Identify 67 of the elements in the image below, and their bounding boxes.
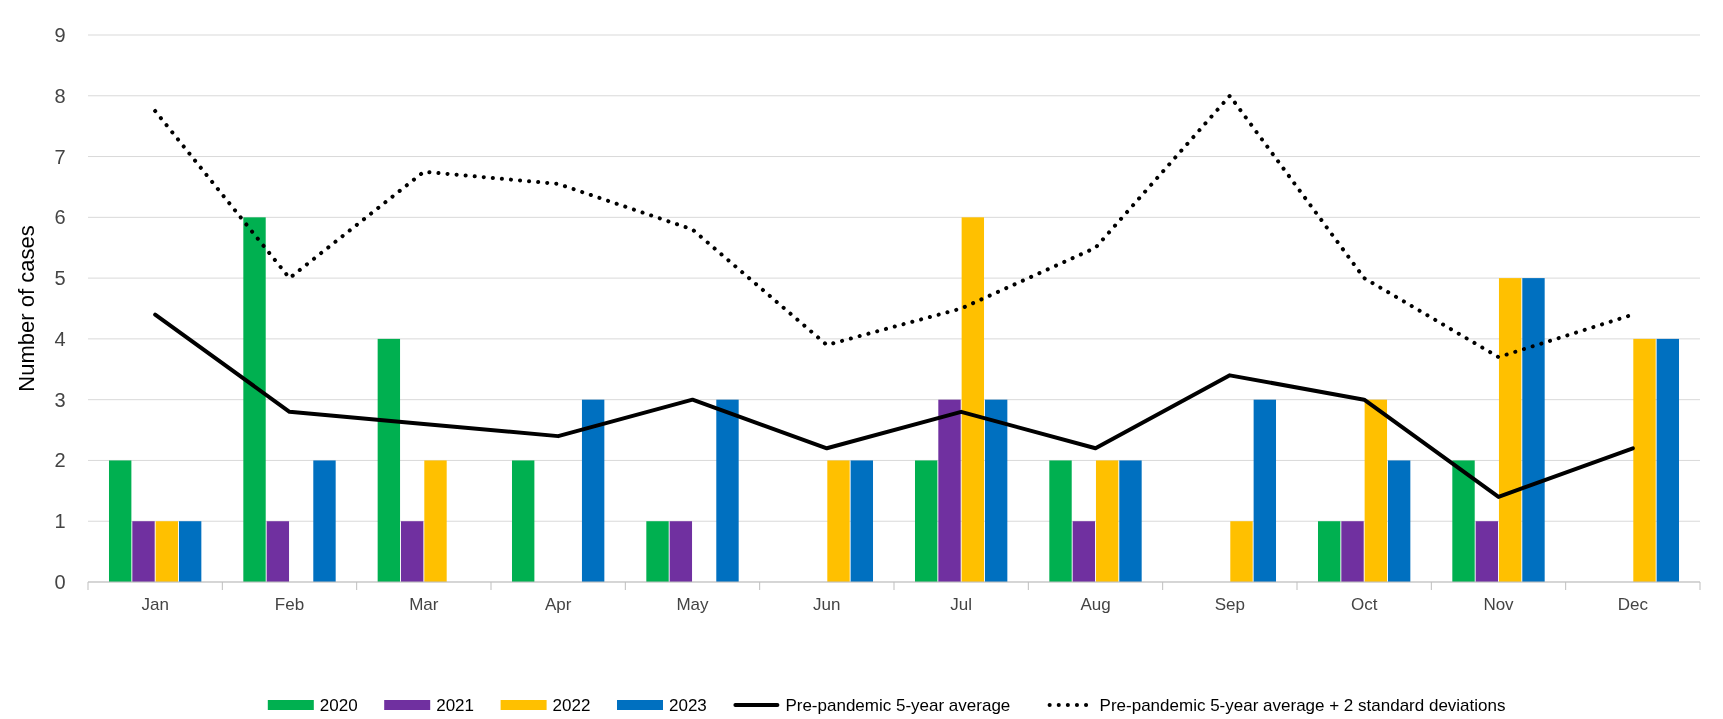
bar [1095, 460, 1119, 582]
bar [132, 521, 155, 582]
bar [581, 399, 605, 582]
y-tick-label: 2 [54, 449, 66, 472]
bar [1656, 338, 1680, 582]
y-axis-title: Number of cases [14, 225, 39, 392]
bar [1522, 278, 1545, 582]
bar [1498, 278, 1522, 582]
x-tick-label: Jun [813, 595, 841, 614]
bar [1364, 399, 1388, 582]
y-tick-label: 6 [54, 206, 66, 229]
bar [511, 460, 535, 582]
bar [938, 399, 961, 582]
x-tick-label: May [676, 595, 710, 614]
bar [1253, 399, 1277, 582]
bar [377, 338, 401, 582]
y-tick-label: 9 [54, 24, 66, 46]
bar [266, 521, 290, 582]
y-tick-label: 3 [54, 388, 66, 411]
y-tick-label: 0 [54, 571, 66, 593]
bar [1633, 338, 1656, 582]
x-tick-label: Sep [1214, 595, 1245, 614]
bar [827, 460, 850, 582]
bar [1475, 521, 1499, 582]
bar [961, 217, 985, 582]
bar [1317, 521, 1341, 582]
bar [1072, 521, 1096, 582]
line-series [153, 312, 1635, 499]
x-tick-label: Oct [1350, 595, 1378, 614]
bar [313, 460, 336, 582]
x-tick-label: Jan [141, 595, 169, 614]
x-tick-label: Dec [1617, 595, 1649, 614]
x-tick-label: Jul [950, 595, 973, 614]
x-tick-label: Nov [1483, 595, 1515, 614]
bar [400, 521, 424, 582]
bar [1230, 521, 1253, 582]
bar [1119, 460, 1142, 582]
x-tick-label: Feb [274, 595, 305, 614]
bar [716, 399, 739, 582]
x-tick-label: Apr [544, 595, 572, 614]
bar [1387, 460, 1411, 582]
legend-label: 2020 [319, 696, 358, 715]
bar [914, 460, 938, 582]
bar [178, 521, 202, 582]
bar [850, 460, 874, 582]
bar [155, 521, 179, 582]
x-tick-label: Mar [409, 595, 439, 614]
legend-label: Pre-pandemic 5-year average [785, 696, 1011, 715]
bar [669, 521, 693, 582]
x-tick-label: Aug [1080, 595, 1111, 614]
bar [1452, 460, 1475, 582]
bar [646, 521, 669, 582]
legend-label: Pre-pandemic 5-year average + 2 standard deviations [1099, 696, 1506, 715]
legend-label: 2023 [669, 696, 707, 715]
bar [424, 460, 447, 582]
y-tick-label: 8 [54, 84, 66, 107]
bar [1049, 460, 1072, 582]
y-tick-label: 5 [54, 267, 66, 290]
legend-label: 2022 [552, 696, 591, 715]
bar [243, 217, 266, 582]
bar [108, 460, 132, 582]
bar [1341, 521, 1364, 582]
y-tick-label: 1 [54, 510, 66, 533]
bar [984, 399, 1008, 582]
y-tick-label: 4 [54, 327, 66, 350]
y-tick-label: 7 [54, 145, 66, 168]
legend-label: 2021 [436, 696, 475, 715]
